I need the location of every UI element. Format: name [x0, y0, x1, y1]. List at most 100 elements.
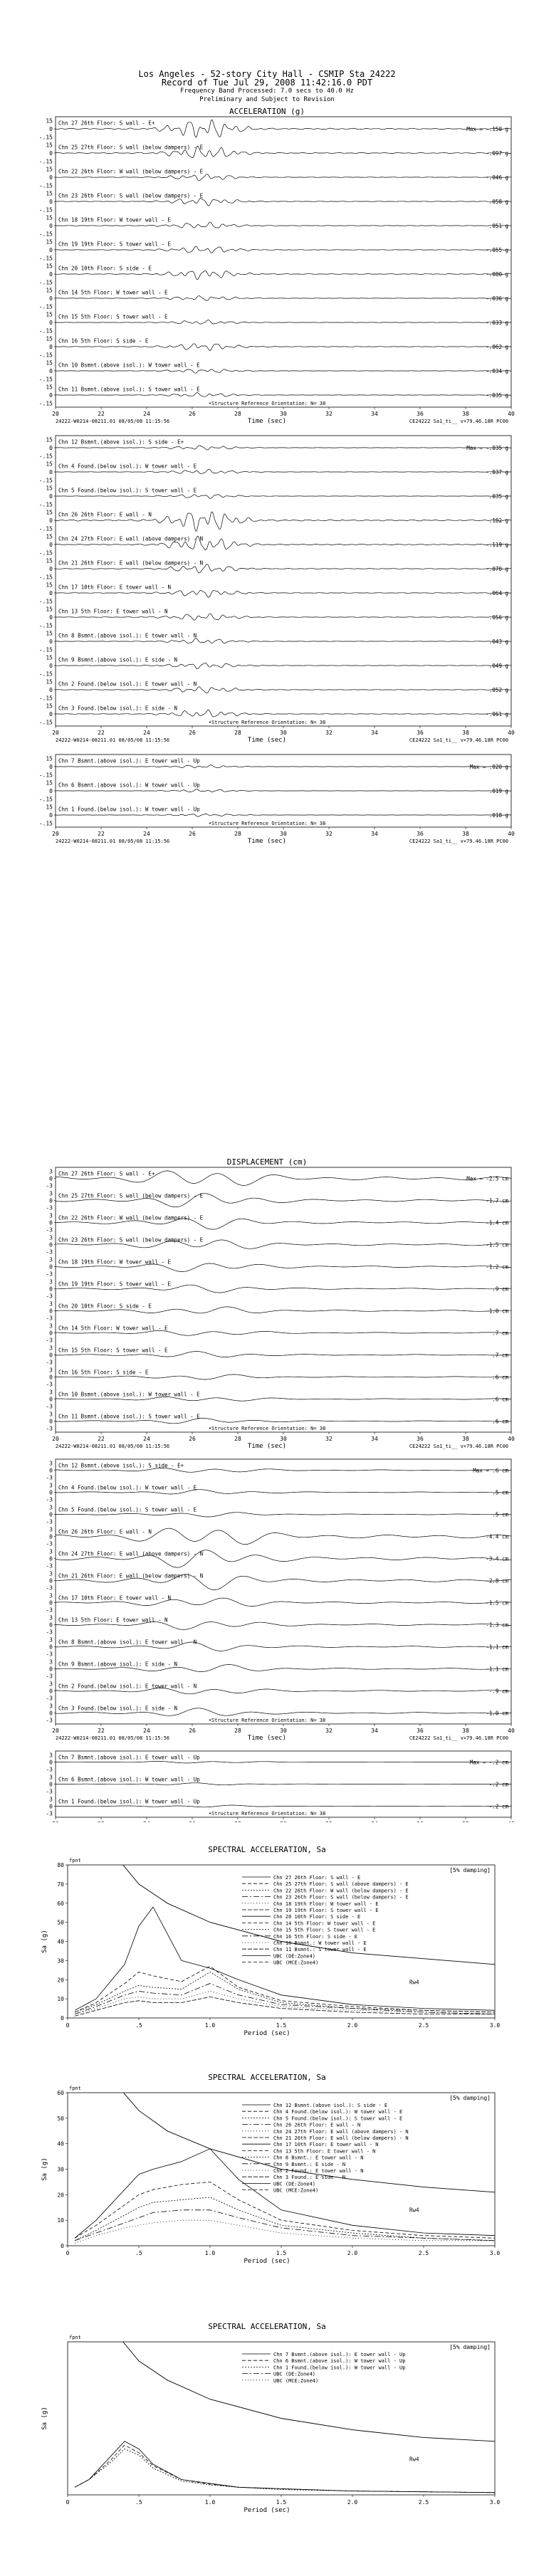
sa-series-line — [74, 1983, 495, 2014]
sa-y-tick-label: 10 — [57, 2217, 64, 2224]
channel-max-value: .019 g — [489, 788, 508, 794]
channel-label: Chn 18 19th Floor: W tower wall - E — [58, 217, 172, 224]
station-id: CE24222 Sa1_ti__ v×79.46.18R PC00 — [409, 838, 508, 844]
sa-x-tick-label: 3.0 — [490, 2499, 501, 2506]
y-tick-label: -3 — [46, 1183, 53, 1189]
sa-damping-note: [5% damping] — [449, 1867, 491, 1873]
y-tick-label: 0 — [49, 1644, 53, 1651]
y-tick-label: -.15 — [39, 279, 53, 285]
x-tick-label: 32 — [325, 831, 333, 837]
y-tick-label: -3 — [46, 1607, 53, 1614]
section-title: ACCELERATION (g) — [229, 107, 305, 116]
channel-label: Chn 3 Found.(below isol.): E side - N — [58, 1705, 177, 1711]
sa-y-tick-label: 80 — [57, 1862, 64, 1868]
channel-max-value: -.037 g — [486, 469, 508, 475]
sa-title: SPECTRAL ACCELERATION, Sa — [208, 2322, 326, 2331]
trace-line — [56, 174, 512, 182]
y-tick-label: 3 — [49, 1752, 53, 1758]
sa-legend-entry: Chn 6 Bsmnt.(above isol.): W tower wall … — [273, 2358, 405, 2364]
y-tick-label: -3 — [46, 1426, 53, 1432]
y-tick-label: -3 — [46, 1271, 53, 1278]
sa-legend-entry: Chn 7 Bsmnt.(above isol.): E tower wall … — [273, 2352, 405, 2357]
x-tick-label: 40 — [508, 1821, 515, 1822]
sa-series-line — [74, 2197, 495, 2241]
x-tick-label: 30 — [280, 831, 287, 837]
y-tick-label: -3 — [46, 1497, 53, 1503]
channel-max-value: -.097 g — [486, 150, 508, 157]
y-tick-label: 15 — [46, 534, 53, 540]
y-tick-label: 15 — [46, 118, 53, 125]
trace-line — [56, 1489, 512, 1495]
y-tick-label: 0 — [49, 469, 53, 475]
y-tick-label: 0 — [49, 1308, 53, 1315]
y-tick-label: -.15 — [39, 501, 53, 508]
y-tick-label: 0 — [49, 1710, 53, 1717]
y-tick-label: -3 — [46, 1585, 53, 1592]
sa-x-tick-label: 3.0 — [490, 2022, 501, 2029]
trace-line — [56, 814, 511, 817]
channel-max-value: -.119 g — [486, 542, 508, 548]
y-tick-label: -3 — [46, 1696, 53, 1702]
x-tick-label: 36 — [417, 411, 424, 417]
y-tick-label: 0 — [49, 1374, 53, 1381]
x-tick-label: 24 — [143, 1436, 150, 1442]
y-tick-label: 3 — [49, 1592, 53, 1599]
y-tick-label: 0 — [49, 1198, 53, 1204]
y-tick-label: 15 — [46, 756, 53, 762]
channel-label: Chn 5 Found.(below isol.): S tower wall … — [58, 488, 197, 494]
sa-legend-entry: Chn 10 Bsmnt.: W tower wall - E — [273, 1940, 367, 1946]
x-axis-label: Time (sec) — [248, 737, 286, 744]
channel-label: Chn 11 Bsmnt.(above isol.): S tower wall… — [58, 1413, 200, 1419]
trace-line — [56, 1641, 512, 1651]
sa-x-tick-label: 1.5 — [276, 2499, 287, 2506]
sa-series-line — [74, 1996, 495, 2017]
channel-max-value: -.034 g — [486, 368, 508, 374]
trace-line — [56, 564, 511, 574]
channel-label: Chn 14 5th Floor: W tower wall - E — [58, 1325, 168, 1331]
y-tick-label: 15 — [46, 780, 53, 787]
sa-series-line — [74, 1972, 495, 2013]
y-tick-label: -3 — [46, 1767, 53, 1773]
trace-line — [56, 1218, 512, 1230]
channel-label: Chn 12 Bsmnt.(above isol.): S side - E+ — [58, 1462, 184, 1468]
y-tick-label: 0 — [49, 223, 53, 229]
y-tick-label: 15 — [46, 582, 53, 589]
y-tick-label: 0 — [49, 542, 53, 548]
y-tick-label: 0 — [49, 271, 53, 278]
y-tick-label: 3 — [49, 1504, 53, 1510]
sa-series-line — [74, 2219, 495, 2244]
y-tick-label: 3 — [49, 1548, 53, 1555]
x-tick-label: 40 — [508, 1436, 515, 1442]
y-tick-label: 0 — [49, 566, 53, 572]
sa-y-tick-label: 70 — [57, 1881, 64, 1888]
y-tick-label: -.15 — [39, 400, 53, 406]
channel-max-value: Max = -.150 g — [466, 126, 508, 132]
sa-legend-entry: UBC (DE:Zone4) — [273, 2372, 315, 2377]
trace-line — [56, 590, 511, 598]
channel-label: Chn 15 5th Floor: S tower wall - E — [58, 1347, 168, 1353]
channel-max-value: .9 cm — [492, 1286, 508, 1293]
trace-line — [56, 468, 512, 474]
sa-y-label: Sa (g) — [41, 1930, 48, 1953]
y-tick-label: 15 — [46, 437, 53, 443]
sa-legend-entry: Chn 18 19th Floor: W tower wall - E — [273, 1901, 379, 1907]
y-tick-label: -.15 — [39, 477, 53, 483]
x-tick-label: 20 — [52, 411, 59, 417]
y-tick-label: 15 — [46, 384, 53, 391]
orientation-note: •Structure Reference Orientation: N= 38 — [209, 821, 325, 826]
channel-max-value: -.070 g — [486, 566, 508, 572]
y-tick-label: 15 — [46, 485, 53, 492]
channel-max-value: .056 g — [489, 614, 508, 621]
channel-label: Chn 8 Bsmnt.(above isol.): E tower wall … — [58, 633, 197, 639]
file-id: 24222-W0214-08211.01 08/05/08 11:15:56 — [56, 737, 169, 743]
trace-line — [56, 295, 511, 301]
y-tick-label: 3 — [49, 1300, 53, 1307]
y-tick-label: 3 — [49, 1636, 53, 1643]
sa-legend-entry: Chn 14 5th Floor: W tower wall - E — [273, 1920, 375, 1926]
channel-max-value: Max = .020 g — [470, 764, 508, 770]
y-tick-label: 15 — [46, 655, 53, 661]
channel-max-value: -1.5 cm — [486, 1600, 508, 1607]
channel-label: Chn 16 5th Floor: S side - E — [58, 1369, 149, 1375]
trace-line — [56, 270, 511, 280]
sa-legend-entry: Chn 5 Found.(below isol.): S tower wall … — [273, 2115, 402, 2121]
